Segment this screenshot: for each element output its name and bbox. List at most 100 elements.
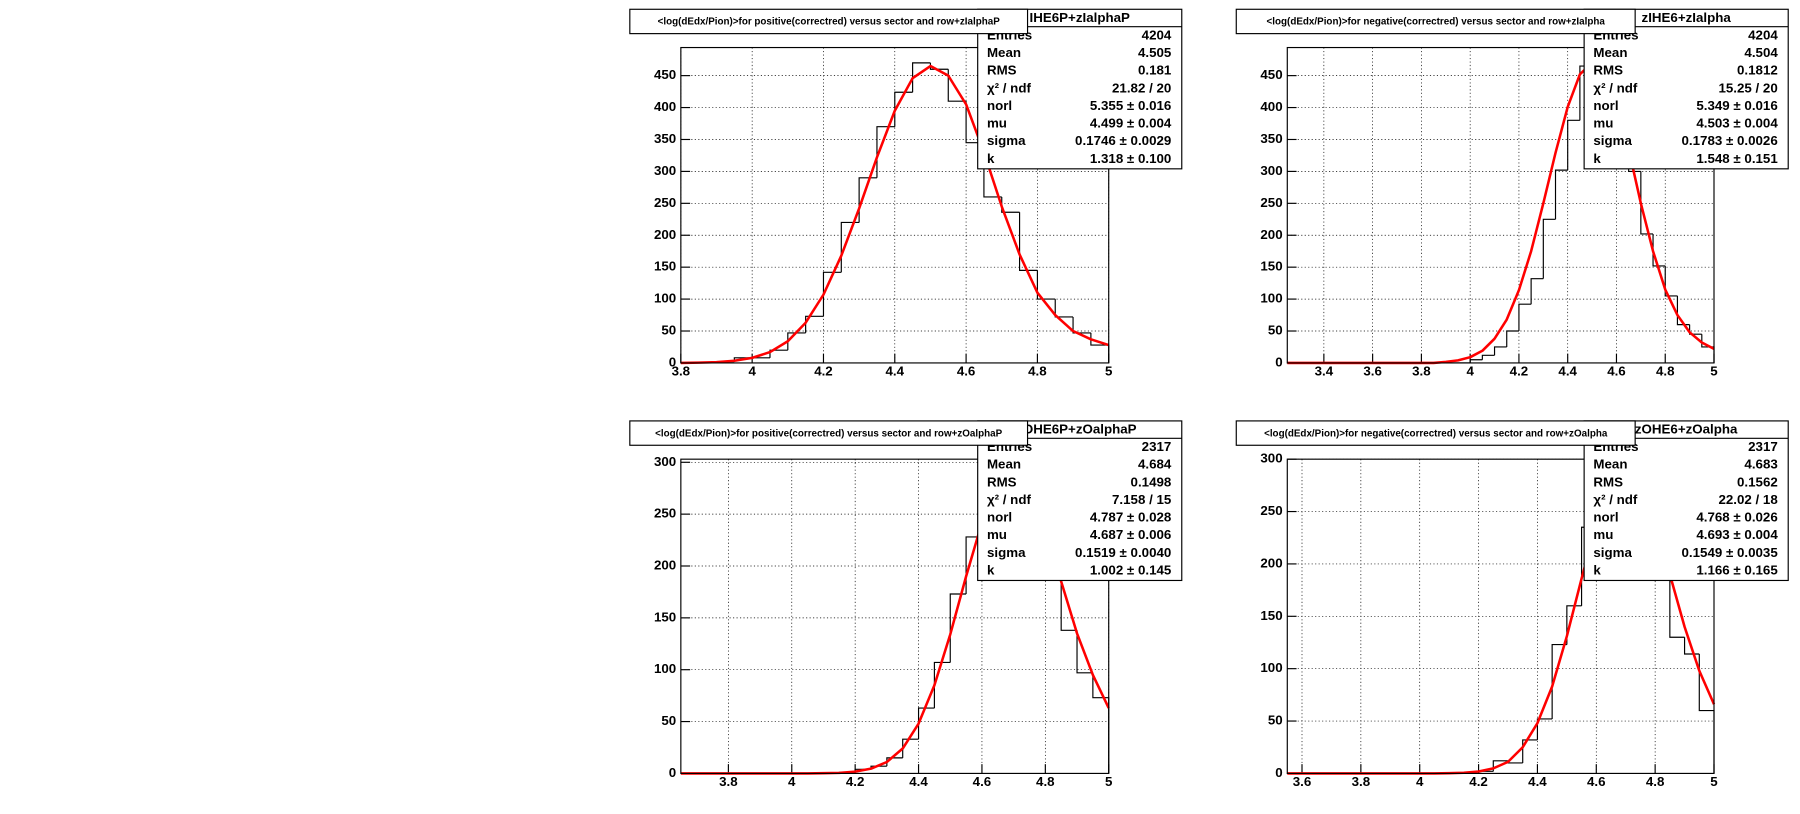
histogram-bin	[1689, 324, 1702, 335]
stats-label: χ² / ndf	[987, 80, 1032, 95]
stats-value: 4.693 ± 0.004	[1696, 527, 1778, 542]
x-tick-label: 3.8	[1412, 364, 1431, 379]
y-tick-label: 450	[654, 67, 676, 82]
stats-label: χ² / ndf	[1593, 80, 1638, 95]
x-tick-label: 4.2	[814, 364, 833, 379]
x-tick-label: 4.8	[1036, 774, 1055, 789]
histogram-bin	[1036, 270, 1056, 300]
x-tick-label: 5	[1710, 774, 1718, 789]
y-tick-label: 0	[1275, 765, 1282, 780]
stats-label: k	[987, 562, 995, 577]
stats-label: Mean	[1593, 457, 1627, 472]
panel: 3.4 3.6 3.8 4 4.2 4.4 4.6 4.8 505010015020025030…	[1235, 8, 1789, 379]
stats-value: 1.548 ± 0.151	[1696, 151, 1778, 166]
histogram-bin	[822, 271, 842, 317]
stats-label: mu	[1593, 527, 1613, 542]
stats-label: norl	[1593, 510, 1618, 525]
stats-value: 0.1783 ± 0.0026	[1682, 133, 1778, 148]
histogram-bin	[1522, 739, 1538, 763]
x-tick-label: 4.2	[1469, 774, 1488, 789]
title-box	[1235, 420, 1636, 446]
histogram-bin	[912, 62, 931, 93]
histogram-bin	[1518, 303, 1532, 332]
y-tick-label: 100	[654, 291, 676, 306]
x-tick-label: 3.8	[672, 364, 691, 379]
histogram-bin	[917, 707, 935, 740]
stats-label: mu	[1593, 116, 1613, 131]
stats-value: 0.1549 ± 0.0035	[1682, 545, 1779, 560]
stats-label: norl	[987, 510, 1012, 525]
panel: 3.6 3.8 4 4.2 4.4 4.6 4.8 5050100150200250300zO…	[1235, 420, 1789, 789]
stats-value: 0.1562	[1737, 474, 1778, 489]
chart-title: <log(dEdx/Pion)>for negative(correctred)…	[1267, 17, 1606, 28]
x-tick-label: 3.8	[1352, 774, 1371, 789]
x-tick-label: 5	[1105, 774, 1113, 789]
stats-box	[1583, 420, 1789, 582]
stats-name: zOHE6+zOalpha	[1635, 422, 1738, 437]
y-tick-label: 200	[654, 558, 676, 573]
stats-value: 4.504	[1744, 45, 1778, 60]
histogram-bin	[1652, 233, 1666, 267]
plot-frame	[1286, 458, 1715, 774]
stats-value: 0.1519 ± 0.0040	[1075, 545, 1171, 560]
stats-label: mu	[987, 116, 1007, 131]
x-tick-label: 4.2	[1510, 364, 1529, 379]
x-tick-label: 4.8	[1646, 774, 1665, 789]
x-tick-label: 4.8	[1028, 364, 1047, 379]
stats-value: 0.181	[1138, 63, 1172, 78]
y-tick-label: 200	[654, 227, 676, 242]
histogram-bin	[787, 332, 806, 351]
x-tick-label: 4.6	[957, 364, 976, 379]
x-tick-label: 4.4	[1558, 364, 1577, 379]
stats-name: IHE6P+zIalphaP	[1030, 10, 1130, 25]
stats-value: 5.355 ± 0.016	[1090, 98, 1171, 113]
y-tick-label: 150	[1260, 259, 1282, 274]
x-tick-label: 5	[1710, 364, 1718, 379]
y-tick-label: 0	[669, 765, 676, 780]
y-tick-label: 100	[1260, 660, 1282, 675]
x-tick-label: 5	[1105, 364, 1113, 379]
y-tick-label: 400	[654, 99, 676, 114]
stats-label: sigma	[987, 545, 1026, 560]
stats-value: 4204	[1748, 27, 1778, 42]
stats-value: 0.1498	[1131, 474, 1172, 489]
stats-box	[977, 420, 1183, 582]
histogram-bin	[1551, 643, 1567, 719]
stats-name: OHE6P+zOalphaP	[1023, 422, 1137, 437]
stats-label: χ² / ndf	[987, 492, 1032, 507]
histogram-bin	[1506, 330, 1519, 347]
stats-value: 22.02 / 18	[1718, 492, 1777, 507]
stats-value: 1.002 ± 0.145	[1090, 562, 1172, 577]
stats-value: 4.687 ± 0.006	[1090, 527, 1171, 542]
histogram-bin	[1481, 354, 1495, 360]
x-tick-label: 3.4	[1315, 364, 1334, 379]
stats-label: Mean	[987, 457, 1021, 472]
histogram-bin	[894, 91, 913, 127]
y-tick-label: 100	[654, 661, 676, 676]
stats-label: mu	[987, 527, 1007, 542]
x-tick-label: 4	[748, 364, 756, 379]
stats-value: 4.768 ± 0.026	[1696, 510, 1777, 525]
title-box	[629, 420, 1029, 446]
stats-label: Mean	[987, 45, 1021, 60]
stats-label: k	[987, 151, 995, 166]
stats-value: 4204	[1142, 27, 1172, 42]
y-tick-label: 300	[1260, 451, 1282, 466]
y-tick-label: 50	[1268, 323, 1283, 338]
y-tick-label: 100	[1260, 291, 1282, 306]
x-tick-label: 3.6	[1293, 774, 1312, 789]
histogram-bin	[947, 69, 967, 102]
stats-value: 0.1812	[1737, 63, 1778, 78]
histogram-bin	[1664, 265, 1678, 297]
stats-label: Mean	[1593, 45, 1627, 60]
plot-frame	[680, 46, 1110, 364]
histogram-bin	[1018, 212, 1038, 271]
y-tick-label: 300	[654, 454, 676, 469]
stats-value: 15.25 / 20	[1718, 80, 1777, 95]
x-tick-label: 4.8	[1656, 364, 1675, 379]
stats-label: k	[1593, 151, 1601, 166]
x-tick-label: 3.8	[719, 774, 738, 789]
histogram-bin	[1530, 278, 1544, 305]
x-tick-label: 4	[788, 774, 796, 789]
